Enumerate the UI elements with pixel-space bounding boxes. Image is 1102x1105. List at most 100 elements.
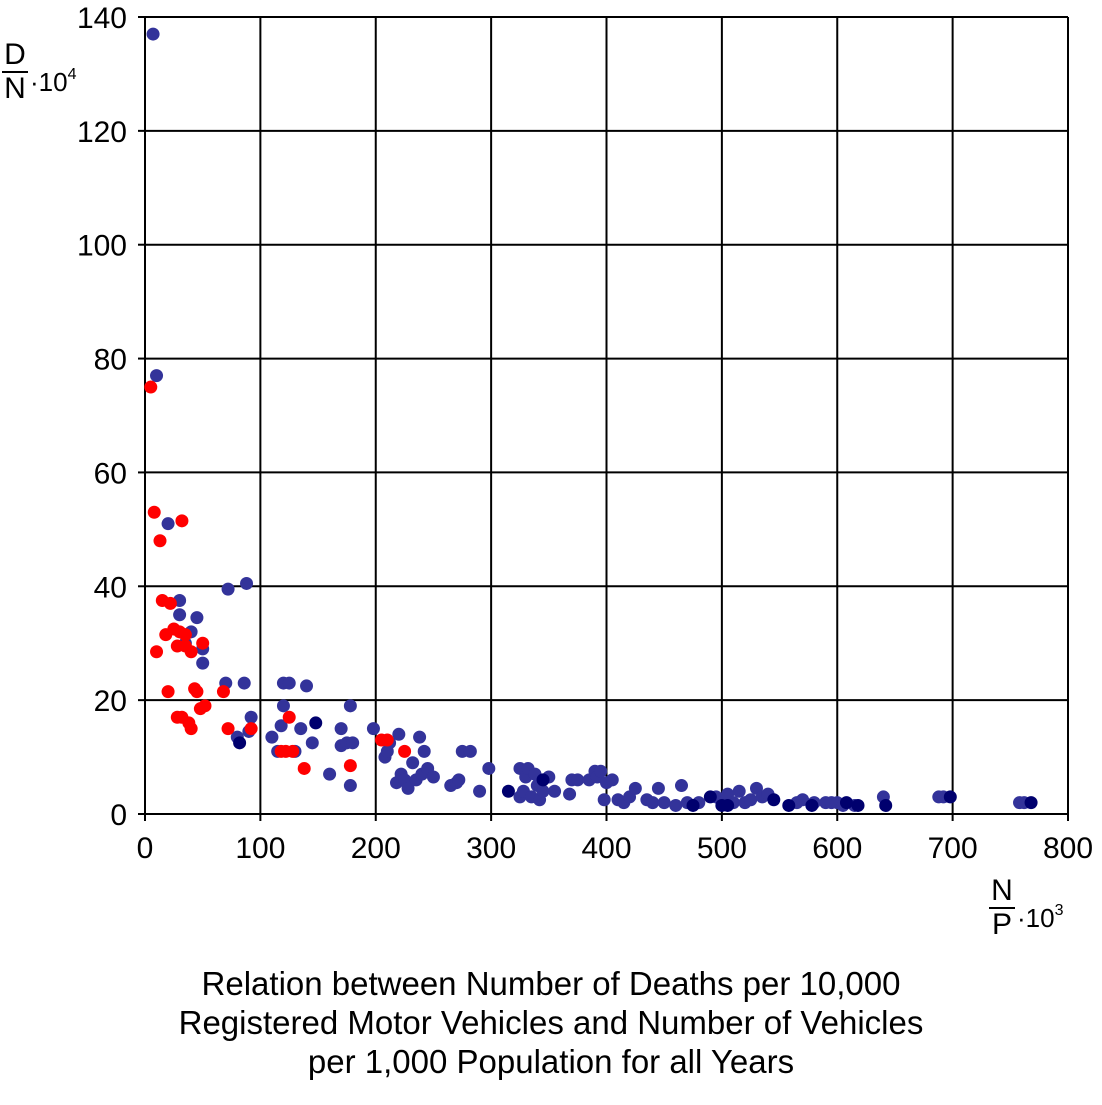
data-point-blue xyxy=(343,699,357,713)
data-point-blue xyxy=(413,730,427,744)
x-tick-label: 600 xyxy=(812,832,862,865)
data-point-blue xyxy=(323,767,337,781)
data-point-blue xyxy=(237,676,251,690)
data-point-red xyxy=(398,744,412,758)
grid-lines xyxy=(144,16,1069,815)
data-point-red xyxy=(380,733,394,747)
data-point-blue xyxy=(343,779,357,793)
data-point-navy xyxy=(721,798,735,812)
data-point-navy xyxy=(851,798,865,812)
caption-line: per 1,000 Population for all Years xyxy=(307,1043,795,1080)
data-point-blue xyxy=(463,744,477,758)
y-tick-label: 120 xyxy=(77,116,127,149)
y-label-denominator: N xyxy=(4,72,26,105)
y-axis-label: D N ·104 xyxy=(2,38,76,105)
data-point-red xyxy=(161,685,175,699)
data-point-navy xyxy=(536,773,550,787)
data-point-navy xyxy=(805,798,819,812)
data-point-red xyxy=(150,645,164,659)
data-points xyxy=(144,27,1038,812)
data-point-blue xyxy=(300,679,314,693)
data-point-red xyxy=(196,636,210,650)
data-point-red xyxy=(244,722,258,736)
data-point-blue xyxy=(674,779,688,793)
data-point-blue xyxy=(744,793,758,807)
y-tick-label: 60 xyxy=(94,457,127,490)
data-point-navy xyxy=(839,796,853,810)
data-point-navy xyxy=(767,793,781,807)
data-point-blue xyxy=(190,611,204,625)
data-point-red xyxy=(216,685,230,699)
data-point-navy xyxy=(686,798,700,812)
x-label-fraction-bar xyxy=(989,907,1015,909)
data-point-red xyxy=(190,685,204,699)
x-tick-label: 400 xyxy=(581,832,631,865)
data-point-blue xyxy=(282,676,296,690)
x-axis-ticks: 0 100 200 300 400 500 600 700 800 xyxy=(137,814,1093,865)
data-point-navy xyxy=(1024,796,1038,810)
y-label-exponent: 4 xyxy=(67,66,77,83)
data-point-red xyxy=(178,628,192,642)
data-point-blue xyxy=(294,722,308,736)
y-tick-label: 40 xyxy=(94,571,127,604)
data-point-red xyxy=(286,744,300,758)
data-point-blue xyxy=(732,784,746,798)
data-point-blue xyxy=(265,730,279,744)
data-point-blue xyxy=(417,744,431,758)
data-point-blue xyxy=(221,582,235,596)
data-point-red xyxy=(198,699,212,713)
x-tick-label: 0 xyxy=(137,832,154,865)
data-point-blue xyxy=(401,781,415,795)
data-point-blue xyxy=(571,773,585,787)
x-tick-label: 700 xyxy=(928,832,978,865)
data-point-blue xyxy=(392,727,406,741)
y-label-fraction-bar xyxy=(2,71,28,73)
y-tick-label: 80 xyxy=(94,344,127,377)
data-point-navy xyxy=(309,716,323,730)
data-point-navy xyxy=(943,790,957,804)
x-label-exponent: 3 xyxy=(1054,902,1064,919)
x-tick-label: 200 xyxy=(351,832,401,865)
data-point-blue xyxy=(366,722,380,736)
x-tick-label: 500 xyxy=(697,832,747,865)
x-label-numerator: N xyxy=(991,874,1013,907)
data-point-blue xyxy=(536,784,550,798)
data-point-blue xyxy=(196,656,210,670)
caption-line: Registered Motor Vehicles and Number of … xyxy=(178,1004,924,1041)
data-point-red xyxy=(297,761,311,775)
data-point-red xyxy=(221,722,235,736)
y-tick-label: 140 xyxy=(77,2,127,35)
y-tick-label: 0 xyxy=(110,799,127,832)
data-point-blue xyxy=(161,517,175,531)
data-point-blue xyxy=(334,722,348,736)
data-point-red xyxy=(153,534,167,548)
data-point-blue xyxy=(146,27,160,41)
x-label-multiplier: ·103 xyxy=(1017,902,1064,933)
x-axis-label: N P ·103 xyxy=(989,874,1063,940)
data-point-navy xyxy=(879,798,893,812)
y-axis-ticks: 0 20 40 60 80 100 120 140 xyxy=(77,2,145,832)
data-point-red xyxy=(282,710,296,724)
data-point-blue xyxy=(646,796,660,810)
data-point-blue xyxy=(406,756,420,770)
data-point-red xyxy=(343,759,357,773)
x-tick-label: 100 xyxy=(235,832,285,865)
data-point-blue xyxy=(628,781,642,795)
x-tick-label: 300 xyxy=(466,832,516,865)
data-point-blue xyxy=(563,787,577,801)
data-point-red xyxy=(144,380,158,394)
data-point-navy xyxy=(703,790,717,804)
y-label-numerator: D xyxy=(4,38,26,71)
data-point-blue xyxy=(244,710,258,724)
data-point-blue xyxy=(548,784,562,798)
data-point-navy xyxy=(782,798,796,812)
x-tick-label: 800 xyxy=(1043,832,1093,865)
data-point-blue xyxy=(426,770,440,784)
y-tick-label: 100 xyxy=(77,230,127,263)
data-point-blue xyxy=(669,798,683,812)
data-point-blue xyxy=(482,761,496,775)
data-point-red xyxy=(163,596,177,610)
data-point-blue xyxy=(240,576,254,590)
data-point-blue xyxy=(346,736,360,750)
